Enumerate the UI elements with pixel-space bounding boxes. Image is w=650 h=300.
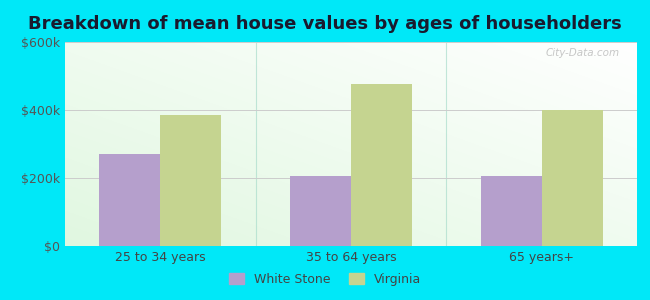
Bar: [480, 176, 541, 246]
Legend: White Stone, Virginia: White Stone, Virginia: [224, 268, 426, 291]
Bar: [99, 154, 161, 246]
Text: Breakdown of mean house values by ages of householders: Breakdown of mean house values by ages o…: [28, 15, 622, 33]
Bar: [541, 110, 603, 246]
Bar: [290, 176, 351, 246]
Bar: [161, 115, 222, 246]
Text: City-Data.com: City-Data.com: [546, 48, 620, 58]
Bar: [351, 85, 412, 246]
